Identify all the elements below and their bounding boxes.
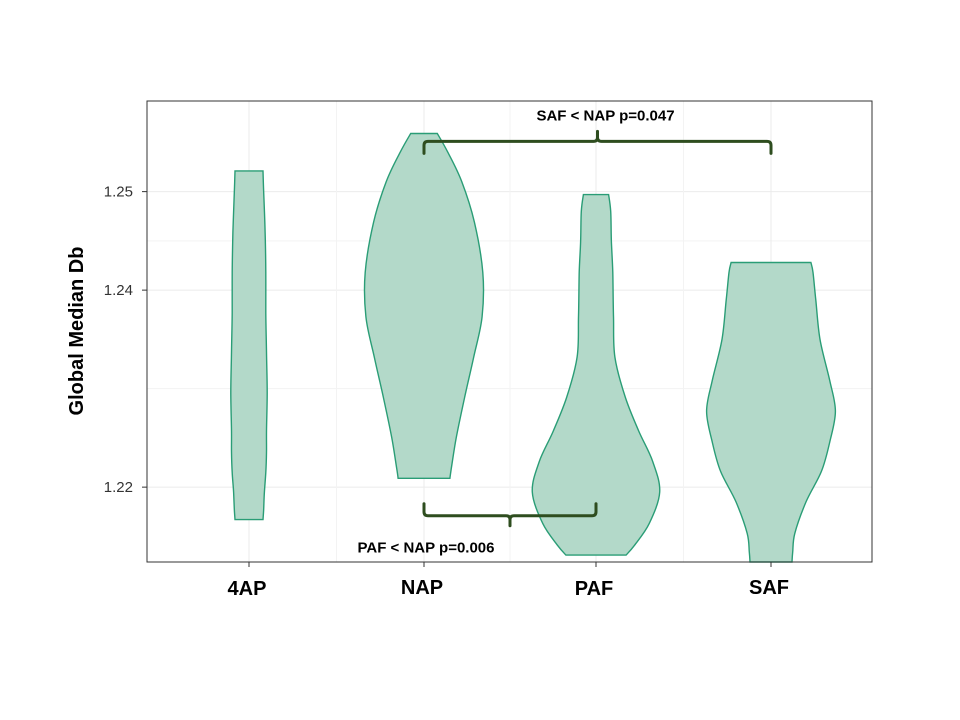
y-axis: 1.22 1.24 1.25: [104, 184, 147, 496]
violin-paf: [531, 193, 661, 556]
x-tick-label-paf: PAF: [575, 578, 614, 600]
violin-nap: [363, 132, 485, 479]
x-tick-label-saf: SAF: [749, 577, 789, 599]
y-axis-title: Global Median Db: [66, 247, 88, 416]
violin-4ap: [230, 170, 268, 521]
y-tick-label: 1.24: [104, 282, 133, 299]
violin-saf: [705, 261, 837, 563]
plot-border: [146, 100, 873, 563]
annotations: SAF < NAP p=0.047 PAF < NAP p=0.006: [357, 107, 773, 557]
significance-label: SAF < NAP p=0.047: [536, 107, 674, 124]
y-tick-label: 1.25: [104, 184, 133, 201]
significance-bracket: [422, 502, 598, 528]
violins: [230, 132, 837, 563]
x-tick-label-nap: NAP: [401, 577, 443, 599]
y-tick-label: 1.22: [104, 479, 133, 496]
significance-label: PAF < NAP p=0.006: [357, 540, 494, 557]
grid-lines: [147, 101, 872, 562]
x-tick-label-4ap: 4AP: [228, 578, 267, 600]
significance-bracket: [422, 129, 773, 155]
x-axis: 4AP NAP PAF SAF: [228, 562, 789, 600]
